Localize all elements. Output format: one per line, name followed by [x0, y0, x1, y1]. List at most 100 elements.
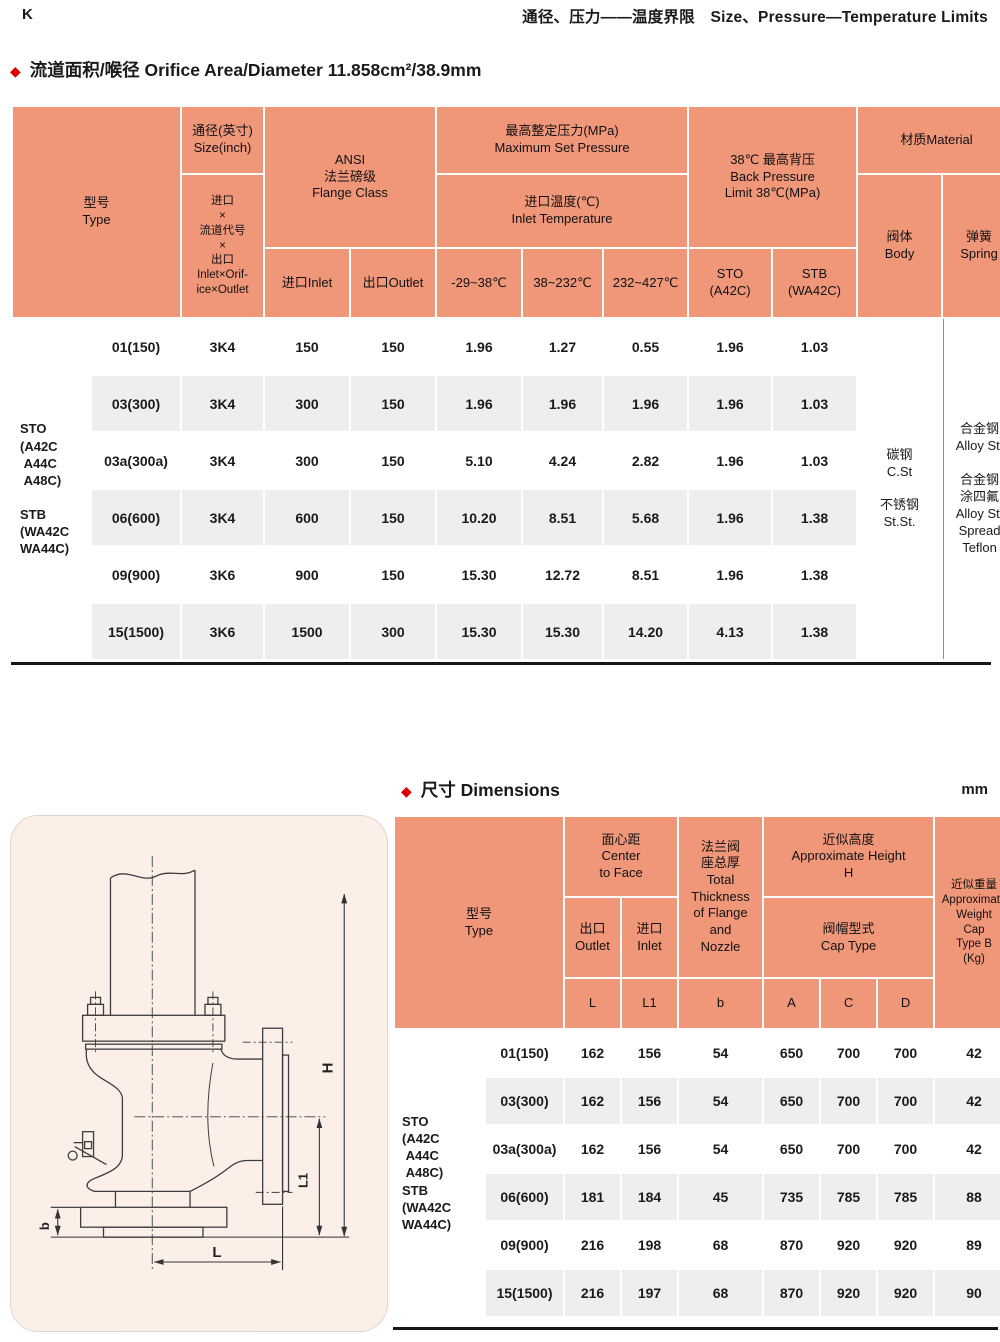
table-cell: 184	[622, 1174, 678, 1220]
diamond-bullet-icon: ◆	[10, 62, 21, 79]
unit-label: mm	[961, 781, 988, 798]
table-cell: 920	[878, 1270, 934, 1316]
table-cell: 42	[935, 1126, 1000, 1172]
header-inlet-orifice-outlet: 进口 × 流道代号 × 出口 Inlet×Orif- ice×Outlet	[182, 175, 263, 317]
table-cell: 785	[878, 1174, 934, 1220]
type-series-label: STO (A42C A44C A48C) STB (WA42C WA44C)	[13, 319, 90, 659]
header-inlet-temperature: 进口温度(℃) Inlet Temperature	[437, 175, 688, 247]
header-flange-inlet: 进口Inlet	[265, 249, 349, 317]
table-cell: 42	[935, 1030, 1000, 1076]
table-cell: 650	[764, 1126, 820, 1172]
table-cell: 1.38	[773, 490, 857, 545]
header-outlet: 出口 Outlet	[565, 898, 620, 977]
table-cell: 735	[764, 1174, 820, 1220]
table-cell: 15.30	[523, 604, 602, 659]
header-col-L1: L1	[622, 979, 678, 1028]
table-cell: 15(1500)	[92, 604, 180, 659]
header-total-thickness: 法兰阀 座总厚 Total Thickness of Flange and No…	[679, 817, 763, 977]
header-inlet: 进口 Inlet	[622, 898, 678, 977]
table-cell: 01(150)	[92, 319, 180, 374]
page-title: 通径、压力——温度界限 Size、Pressure—Temperature Li…	[522, 9, 988, 26]
table-cell: 1.96	[689, 547, 772, 602]
table-cell: 920	[878, 1222, 934, 1268]
diamond-bullet-icon: ◆	[401, 782, 412, 799]
table-cell: 09(900)	[486, 1222, 563, 1268]
table-cell: 1.96	[604, 376, 688, 431]
header-center-to-face: 面心距 Center to Face	[565, 817, 678, 896]
dim-label-l1: L1	[295, 1173, 310, 1188]
table-cell: 650	[764, 1078, 820, 1124]
table-cell: 4.13	[689, 604, 772, 659]
dim-label-l: L	[212, 1244, 221, 1261]
table-cell: 1.96	[437, 319, 521, 374]
table-cell: 1.38	[773, 604, 857, 659]
table-bottom-rule	[11, 662, 991, 665]
header-col-C: C	[821, 979, 877, 1028]
header-spring: 弹簧 Spring	[943, 175, 1000, 317]
header-cap-type: 阀帽型式 Cap Type	[764, 898, 934, 977]
table-cell: 700	[821, 1126, 877, 1172]
table-cell: 0.55	[604, 319, 688, 374]
table-cell: 3K4	[182, 376, 263, 431]
table-cell: 150	[351, 319, 435, 374]
header-approx-weight: 近似重量 Approximate Weight Cap Type B (Kg)	[935, 817, 1000, 1028]
table-cell: 8.51	[523, 490, 602, 545]
table-cell: 15(1500)	[486, 1270, 563, 1316]
spring-material-cell: 合金钢 Alloy St. 合金钢 涂四氟 Alloy St. Spread T…	[943, 319, 1000, 659]
table-cell: 870	[764, 1222, 820, 1268]
table-cell: 198	[622, 1222, 678, 1268]
table-cell: 1.96	[689, 376, 772, 431]
table-cell: 88	[935, 1174, 1000, 1220]
table-cell: 1.03	[773, 376, 857, 431]
table-cell: 54	[679, 1030, 763, 1076]
table-cell: 3K4	[182, 433, 263, 488]
table-cell: 03a(300a)	[486, 1126, 563, 1172]
table-cell: 15.30	[437, 604, 521, 659]
table-cell: 10.20	[437, 490, 521, 545]
table-cell: 181	[565, 1174, 620, 1220]
table-cell: 14.20	[604, 604, 688, 659]
table-cell: 150	[351, 433, 435, 488]
header-type: 型号 Type	[13, 107, 180, 317]
table-cell: 156	[622, 1030, 678, 1076]
table-cell: 700	[821, 1078, 877, 1124]
header-size-inch: 通径(英寸) Size(inch)	[182, 107, 263, 173]
table-cell: 197	[622, 1270, 678, 1316]
table-cell: 650	[764, 1030, 820, 1076]
table-cell: 156	[622, 1078, 678, 1124]
valve-drawing: H L1 b L	[37, 856, 350, 1270]
valve-drawing-panel: H L1 b L	[10, 815, 388, 1332]
table-cell: 920	[821, 1222, 877, 1268]
table-cell: 8.51	[604, 547, 688, 602]
table-cell: 162	[565, 1126, 620, 1172]
header-stb: STB (WA42C)	[773, 249, 857, 317]
table-cell: 68	[679, 1270, 763, 1316]
table-cell: 03(300)	[92, 376, 180, 431]
header-approx-height: 近似高度 Approximate Height H	[764, 817, 934, 896]
table-cell: 1.27	[523, 319, 602, 374]
table-cell: 1.96	[437, 376, 521, 431]
dimension-labels: H L1 b L	[37, 1063, 336, 1261]
table-cell: 900	[265, 547, 349, 602]
orifice-section-heading: ◆ 流道面积/喉径 Orifice Area/Diameter 11.858cm…	[10, 57, 481, 82]
table-cell: 42	[935, 1078, 1000, 1124]
table-cell: 90	[935, 1270, 1000, 1316]
dimensions-section-title: 尺寸 Dimensions	[420, 780, 560, 800]
pressure-temperature-table: 型号 Type 通径(英寸) Size(inch) ANSI 法兰磅级 Flan…	[11, 105, 1000, 661]
table-cell: 216	[565, 1270, 620, 1316]
table-cell: 300	[265, 376, 349, 431]
header-max-set-pressure: 最高整定压力(MPa) Maximum Set Pressure	[437, 107, 688, 173]
table-cell: 785	[821, 1174, 877, 1220]
table-cell: 162	[565, 1030, 620, 1076]
table-cell: 45	[679, 1174, 763, 1220]
valve-body-sketch	[67, 856, 326, 1270]
table-cell: 3K6	[182, 547, 263, 602]
table-cell: 700	[878, 1078, 934, 1124]
table-cell: 1.96	[523, 376, 602, 431]
table-cell: 5.68	[604, 490, 688, 545]
header-temp-range-3: 232~427℃	[604, 249, 688, 317]
table-cell: 3K4	[182, 319, 263, 374]
table-cell: 06(600)	[92, 490, 180, 545]
table-cell: 54	[679, 1126, 763, 1172]
type-series-label: STO (A42C A44C A48C) STB (WA42C WA44C)	[395, 1030, 484, 1316]
